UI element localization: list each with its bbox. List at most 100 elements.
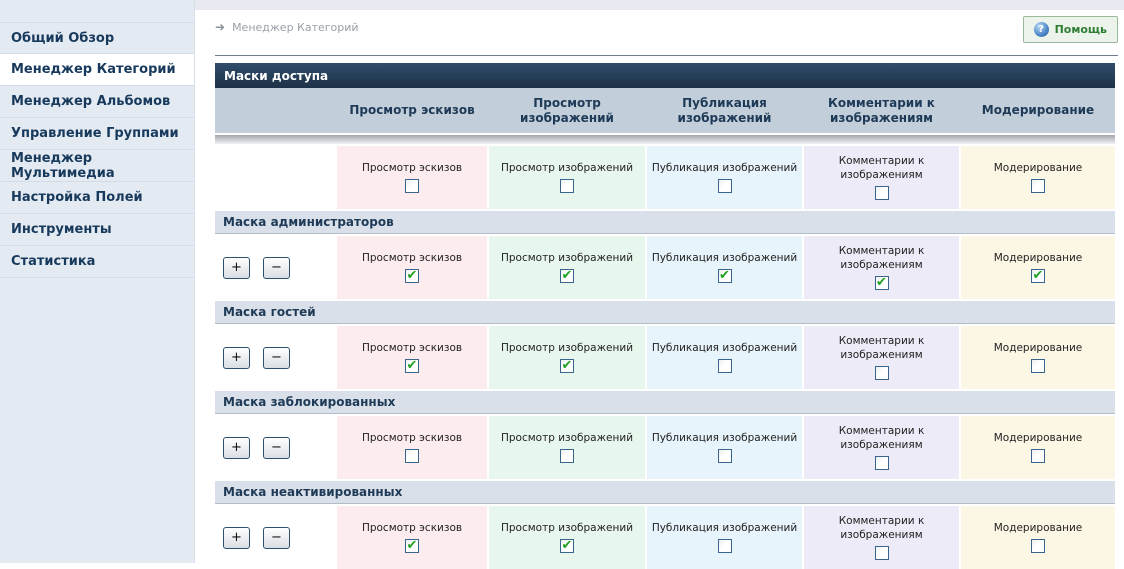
permission-checkbox[interactable] [874, 456, 889, 471]
permission-cell: Публикация изображений ✔ [647, 236, 802, 299]
permission-cell: Просмотр эскизов ✔ [337, 506, 487, 569]
permission-checkbox[interactable]: ✔ [560, 267, 574, 284]
permission-checkbox[interactable] [717, 539, 732, 554]
permission-checkbox[interactable] [560, 449, 574, 464]
minus-button[interactable]: − [263, 526, 290, 549]
permission-cell: Публикация изображений [647, 416, 802, 479]
permission-checkbox[interactable] [1031, 359, 1045, 374]
permission-label: Комментарии к изображениям [838, 244, 925, 271]
plus-button[interactable]: + [223, 436, 250, 459]
permission-checkbox[interactable] [1031, 449, 1045, 464]
mask-row: + − Просмотр эскизов ✔ Просмотр изображений ✔… [215, 236, 1115, 299]
permission-checkbox[interactable]: ✔ [1031, 267, 1045, 284]
sidebar-item-label: Менеджер Категорий [11, 62, 176, 77]
permission-checkbox[interactable]: ✔ [560, 537, 574, 554]
permission-checkbox[interactable] [717, 359, 732, 374]
access-masks-panel: Маски доступа Просмотр эскизов Просмотр и… [215, 63, 1115, 569]
sidebar-item-3[interactable]: Менеджер Альбомов [0, 86, 194, 118]
permission-label: Модерирование [993, 251, 1083, 264]
permission-checkbox[interactable] [717, 449, 732, 464]
permission-label: Просмотр эскизов [361, 251, 463, 264]
sidebar-item-7[interactable]: Инструменты [0, 214, 194, 246]
permission-label: Модерирование [993, 431, 1083, 444]
mask-section-header: Маска гостей [215, 301, 1115, 324]
permission-checkbox[interactable]: ✔ [405, 359, 419, 374]
breadcrumb-arrow-icon: ➜ [215, 20, 226, 34]
permission-cell: Просмотр изображений ✔ [489, 506, 645, 569]
permission-checkbox[interactable] [874, 366, 889, 381]
sidebar-item-1[interactable]: Общий Обзор [0, 22, 194, 54]
permission-cell: Просмотр эскизов [337, 146, 487, 209]
permission-cell: Комментарии к изображениям [804, 416, 959, 479]
mask-actions-cell: + − [215, 416, 335, 479]
mask-actions-cell: + − [215, 236, 335, 299]
sidebar-item-label: Статистика [11, 254, 96, 269]
minus-button[interactable]: − [263, 256, 290, 279]
permission-cell: Модерирование [961, 146, 1115, 209]
mask-actions-cell: + − [215, 506, 335, 569]
permission-label: Просмотр изображений [500, 521, 634, 534]
permission-checkbox[interactable] [560, 179, 574, 194]
panel-title: Маски доступа [215, 63, 1115, 88]
plus-button[interactable]: + [223, 256, 250, 279]
permission-cell: Модерирование ✔ [961, 236, 1115, 299]
plus-button[interactable]: + [223, 346, 250, 369]
toolbar-strip [215, 135, 1115, 144]
permission-label: Модерирование [993, 521, 1083, 534]
permission-checkbox[interactable] [405, 179, 419, 194]
sidebar-item-2[interactable]: Менеджер Категорий [0, 54, 194, 86]
mask-section-header: Маска администраторов [215, 211, 1115, 234]
permission-label: Комментарии к изображениям [838, 424, 925, 451]
permission-cell: Публикация изображений [647, 506, 802, 569]
permission-checkbox[interactable]: ✔ [560, 359, 574, 374]
permission-checkbox[interactable] [405, 449, 419, 464]
column-header-row: Просмотр эскизов Просмотр изображений Публ… [215, 88, 1115, 133]
top-strip [195, 0, 1124, 10]
minus-button[interactable]: − [263, 436, 290, 459]
checkmark-icon: ✔ [406, 537, 418, 553]
sidebar-item-4[interactable]: Управление Группами [0, 118, 194, 150]
sidebar-item-6[interactable]: Настройка Полей [0, 182, 194, 214]
permission-checkbox[interactable] [1031, 539, 1045, 554]
permission-checkbox[interactable]: ✔ [717, 269, 732, 284]
permission-cell: Просмотр изображений [489, 416, 645, 479]
help-button[interactable]: ? Помощь [1022, 16, 1118, 43]
column-header-5: Модерирование [981, 103, 1095, 117]
permission-label: Публикация изображений [651, 161, 798, 174]
permission-cell: Просмотр изображений [489, 146, 645, 209]
permission-checkbox[interactable]: ✔ [405, 537, 419, 554]
permission-checkbox[interactable]: ✔ [405, 267, 419, 284]
permission-checkbox[interactable] [874, 546, 889, 561]
permission-checkbox[interactable] [874, 186, 889, 201]
permission-cell: Комментарии к изображениям [804, 506, 959, 569]
checkmark-icon: ✔ [406, 267, 418, 283]
checkmark-icon: ✔ [1032, 267, 1044, 283]
help-button-label: Помощь [1054, 23, 1107, 36]
permission-cell: Просмотр изображений ✔ [489, 236, 645, 299]
checkmark-icon: ✔ [561, 537, 573, 553]
sidebar-item-label: Общий Обзор [11, 30, 115, 46]
permission-label: Модерирование [993, 341, 1083, 354]
sidebar-item-label: Менеджер Альбомов [11, 94, 171, 109]
sidebar: Общий Обзор Менеджер Категорий Менеджер Ал… [0, 0, 195, 563]
permission-checkbox[interactable] [717, 179, 732, 194]
permission-checkbox[interactable] [1031, 179, 1045, 194]
permission-cell: Публикация изображений [647, 326, 802, 389]
plus-button[interactable]: + [223, 526, 250, 549]
permission-cell: Модерирование [961, 326, 1115, 389]
permission-cell: Комментарии к изображениям [804, 146, 959, 209]
sidebar-item-5[interactable]: Менеджер Мультимедиа [0, 150, 194, 182]
permission-label: Просмотр изображений [500, 251, 634, 264]
permission-cell: Просмотр эскизов [337, 416, 487, 479]
permission-checkbox[interactable]: ✔ [874, 276, 889, 291]
permission-cell: Просмотр изображений ✔ [489, 326, 645, 389]
minus-button[interactable]: − [263, 346, 290, 369]
mask-row: + − Просмотр эскизов ✔ Просмотр изображений ✔… [215, 326, 1115, 389]
column-header-1: Просмотр эскизов [349, 103, 475, 117]
breadcrumb-label[interactable]: Менеджер Категорий [232, 20, 359, 34]
sidebar-item-8[interactable]: Статистика [0, 246, 194, 278]
checkmark-icon: ✔ [561, 267, 573, 283]
mask-actions-cell: + − [215, 326, 335, 389]
permission-label: Публикация изображений [651, 431, 798, 444]
